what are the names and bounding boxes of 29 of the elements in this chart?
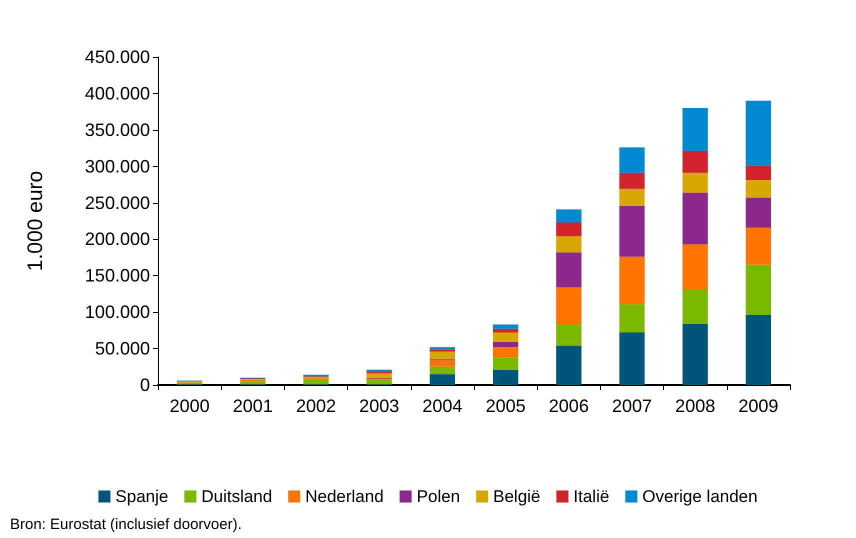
legend-label: Polen — [416, 487, 460, 506]
x-tick-label: 2002 — [296, 396, 336, 416]
x-tick-label: 2003 — [359, 396, 400, 416]
x-tick-label: 2001 — [232, 396, 273, 416]
x-tick-label: 2009 — [738, 396, 778, 416]
x-tick-label: 2006 — [548, 396, 589, 416]
legend-label: Duitsland — [201, 487, 272, 506]
y-tick-label: 200.000 — [84, 229, 150, 250]
legend-label: Italië — [573, 487, 610, 506]
y-tick-label: 100.000 — [84, 302, 150, 322]
y-tick-label: 300.000 — [84, 156, 150, 176]
y-tick-label: 400.000 — [84, 83, 150, 104]
y-tick-label: 150.000 — [84, 266, 150, 286]
y-tick-label: 450.000 — [84, 47, 150, 67]
legend-label: Spanje — [115, 487, 168, 506]
y-axis-title: 1.000 euro — [24, 170, 47, 272]
x-tick-label: 2004 — [422, 396, 462, 416]
y-tick-label: 0 — [140, 375, 150, 395]
x-tick-label: 2008 — [675, 396, 716, 416]
legend-label: België — [493, 487, 540, 506]
x-tick-label: 2005 — [486, 396, 526, 416]
text: Bron: Eurostat (inclusief doorvoer). — [10, 516, 242, 533]
y-tick-label: 250.000 — [84, 192, 150, 213]
legend-label: Overige landen — [642, 487, 758, 506]
y-tick-label: 50.000 — [94, 338, 150, 359]
y-tick-label: 350.000 — [84, 120, 150, 140]
legend-label: Nederland — [305, 487, 384, 506]
x-tick-label: 2000 — [170, 396, 210, 416]
x-tick-label: 2007 — [612, 396, 652, 416]
